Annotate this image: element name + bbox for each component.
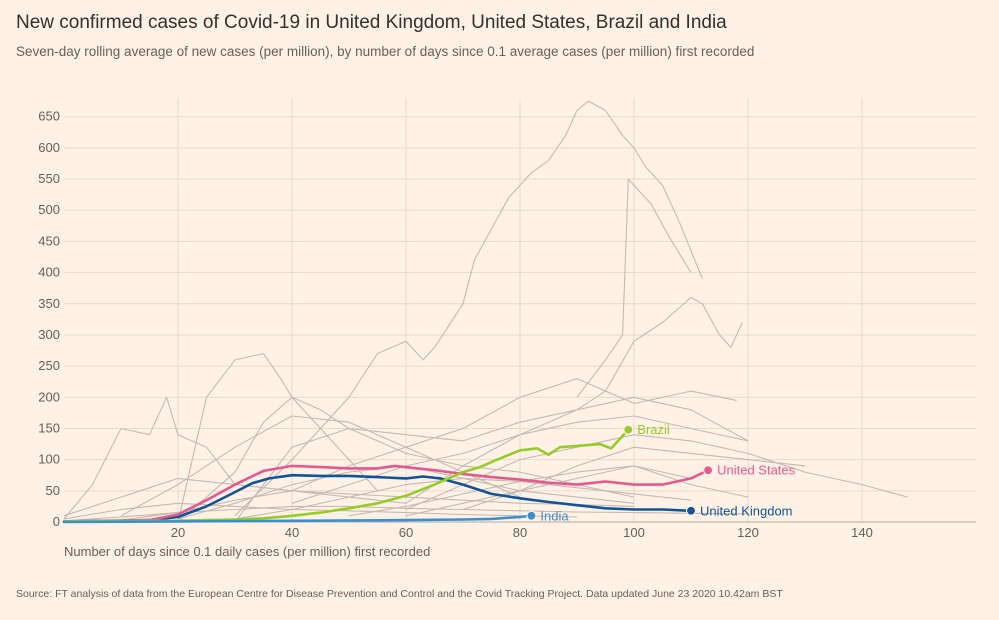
other-countries-lines: [63, 100, 908, 523]
y-tick-label: 400: [38, 265, 60, 280]
other-country-line: [120, 415, 521, 517]
y-tick-label: 250: [38, 358, 60, 373]
y-tick-label: 0: [53, 514, 60, 529]
y-tick-label: 650: [38, 109, 60, 124]
y-tick-label: 550: [38, 171, 60, 186]
source-note: Source: FT analysis of data from the Eur…: [16, 588, 783, 600]
x-tick-label: 140: [851, 525, 873, 540]
other-country-line: [348, 465, 692, 517]
united-kingdom-endpoint: [685, 505, 697, 516]
y-tick-label: 150: [38, 420, 60, 435]
other-country-line: [234, 396, 749, 523]
axes: 0 50 100 150 200 250 300 350 400 450 500 550 600 650 2…: [38, 109, 976, 540]
y-tick-label: 600: [38, 140, 60, 155]
x-axis-label: Number of days since 0.1 daily cases (pe…: [64, 544, 430, 559]
united-states-endpoint: [702, 465, 714, 476]
chart-title: New confirmed cases of Covid-19 in Unite…: [16, 12, 727, 33]
highlighted-country-lines: United Kingdom United States Brazil India: [62, 422, 796, 524]
chart-subtitle: Seven-day rolling average of new cases (…: [16, 44, 755, 59]
united-states-label: United States: [717, 463, 796, 478]
united-kingdom-line: [62, 473, 693, 523]
brazil-endpoint: [623, 424, 634, 435]
other-country-line: [576, 178, 692, 398]
other-country-line: [177, 353, 378, 523]
gridlines: [64, 98, 976, 522]
brazil-line: [62, 428, 630, 523]
united-kingdom-label: United Kingdom: [700, 503, 793, 518]
x-tick-label: 60: [399, 525, 413, 540]
other-country-line: [63, 502, 578, 520]
other-country-line: [63, 396, 236, 520]
x-tick-label: 40: [285, 525, 299, 540]
y-tick-label: 100: [38, 452, 60, 467]
united-states-line: [62, 464, 710, 523]
y-tick-label: 350: [38, 296, 60, 311]
other-country-line: [234, 477, 692, 520]
other-country-line: [291, 378, 737, 492]
line-chart: 0 50 100 150 200 250 300 350 400 450 500 550 600 650 2…: [38, 98, 976, 559]
other-country-line: [405, 296, 743, 504]
x-tick-label: 20: [171, 525, 185, 540]
india-label: India: [540, 508, 569, 523]
y-tick-label: 200: [38, 389, 60, 404]
other-country-line: [462, 446, 806, 511]
brazil-label: Brazil: [637, 422, 670, 437]
y-tick-label: 50: [46, 483, 60, 498]
other-country-line: [234, 100, 703, 517]
other-country-line: [405, 465, 749, 517]
y-tick-label: 500: [38, 202, 60, 217]
x-tick-label: 100: [623, 525, 645, 540]
india-endpoint: [526, 510, 537, 521]
y-tick-label: 450: [38, 233, 60, 248]
india-line: [62, 514, 533, 524]
other-country-line: [291, 415, 749, 504]
x-tick-label: 120: [737, 525, 759, 540]
y-tick-label: 300: [38, 327, 60, 342]
other-country-line: [405, 434, 908, 511]
x-tick-label: 80: [513, 525, 527, 540]
